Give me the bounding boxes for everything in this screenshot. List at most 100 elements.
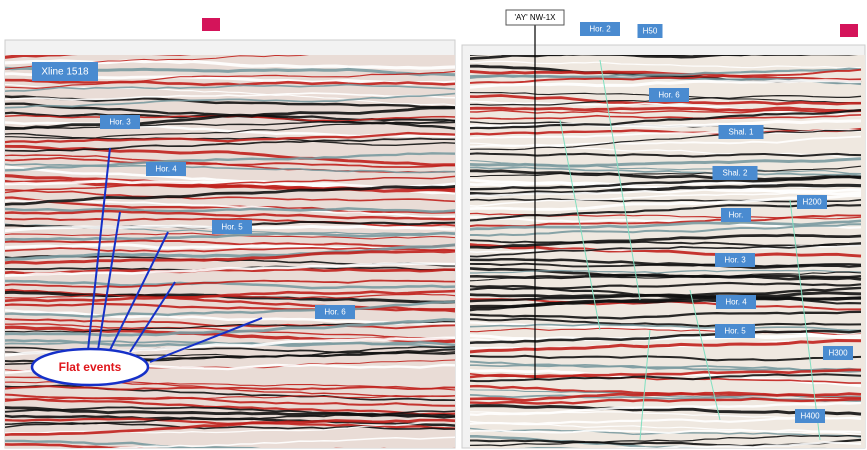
reflector — [470, 223, 862, 237]
reflector — [470, 204, 862, 222]
reflector — [614, 441, 862, 448]
callout-lines — [87, 147, 263, 363]
reflector — [470, 354, 862, 362]
reflector — [5, 439, 261, 448]
reflector — [470, 394, 862, 402]
section-title-box — [32, 62, 98, 81]
reflector — [5, 131, 455, 144]
horizon-label-box — [718, 125, 764, 139]
fault — [639, 329, 651, 441]
reflector — [470, 373, 862, 383]
reflector — [470, 165, 862, 178]
horizon-label-box — [823, 346, 853, 360]
horizon-label-box — [712, 166, 758, 180]
reflector — [470, 310, 862, 320]
reflector — [5, 302, 455, 312]
reflector — [5, 175, 455, 194]
reflector — [470, 135, 862, 148]
horizon-label: Hor. 4 — [155, 165, 177, 174]
reflector — [470, 129, 862, 151]
reflector — [470, 323, 862, 332]
marker — [840, 24, 858, 37]
reflector — [5, 249, 455, 265]
marker — [202, 18, 220, 31]
reflector — [470, 119, 862, 128]
horizon-label: H300 — [828, 349, 848, 358]
reflector — [470, 389, 862, 398]
reflector — [470, 166, 862, 177]
horizon-label: Hor. 3 — [724, 256, 746, 265]
horizon-label-box — [315, 305, 355, 319]
reflector — [5, 262, 455, 278]
horizon-label: Hor. — [729, 211, 744, 220]
reflector — [470, 68, 862, 84]
horizon-label: Hor. 5 — [724, 327, 746, 336]
reflector — [5, 243, 455, 262]
horizon-label: Hor. 3 — [109, 118, 131, 127]
reflector — [5, 317, 455, 330]
reflector — [470, 269, 862, 274]
reflector — [470, 175, 862, 191]
reflector — [470, 106, 862, 113]
reflector — [470, 296, 861, 312]
reflector — [5, 418, 455, 437]
reflector — [470, 197, 862, 204]
reflector — [5, 92, 455, 101]
reflector — [470, 286, 862, 303]
reflector — [470, 109, 862, 114]
reflector — [470, 429, 862, 434]
horizon-label-box — [649, 88, 689, 102]
reflector — [54, 436, 455, 448]
horizon-label-box — [721, 208, 751, 222]
reflector — [470, 338, 862, 354]
reflector — [5, 442, 145, 448]
reflector — [5, 78, 455, 87]
reflector — [470, 368, 861, 379]
reflector — [470, 188, 862, 197]
reflector — [470, 333, 862, 342]
reflector — [5, 137, 455, 153]
reflector — [470, 69, 862, 82]
reflector — [5, 217, 455, 227]
reflector — [5, 106, 455, 131]
reflector — [470, 271, 862, 282]
horizon-label: H50 — [643, 27, 658, 36]
horizon-label: Hor. 6 — [324, 308, 346, 317]
well-name: 'AY' NW-1X — [515, 13, 557, 22]
reflector — [470, 94, 862, 106]
reflector — [470, 401, 862, 417]
reflector — [5, 267, 455, 276]
horizon-label: H200 — [802, 198, 822, 207]
reflector — [5, 384, 455, 402]
reflector — [5, 189, 455, 203]
reflector — [470, 114, 862, 120]
well-box — [505, 9, 565, 26]
reflector — [470, 397, 862, 405]
reflector — [470, 152, 862, 158]
reflector — [470, 188, 861, 207]
horizon-label: Hor. 2 — [589, 25, 611, 34]
reflector — [5, 156, 455, 169]
fault — [599, 59, 641, 301]
fault — [789, 199, 821, 441]
reflector — [470, 273, 862, 279]
reflector — [470, 364, 862, 371]
reflector — [5, 92, 455, 109]
horizon-label-box — [795, 409, 825, 423]
reflector — [5, 119, 455, 140]
reflector — [470, 79, 861, 89]
reflector — [470, 434, 862, 447]
fault — [559, 119, 601, 331]
horizon-label: Hor. 4 — [725, 298, 747, 307]
reflector — [5, 397, 455, 416]
reflector — [5, 421, 455, 430]
reflector — [470, 281, 862, 291]
horizon-label: Hor. 6 — [658, 91, 680, 100]
reflector — [470, 109, 862, 130]
horizon-label-box — [797, 195, 827, 209]
reflector — [5, 420, 455, 434]
reflector — [470, 391, 862, 402]
reflector — [5, 289, 455, 303]
reflector — [5, 144, 455, 167]
reflector — [470, 243, 862, 258]
